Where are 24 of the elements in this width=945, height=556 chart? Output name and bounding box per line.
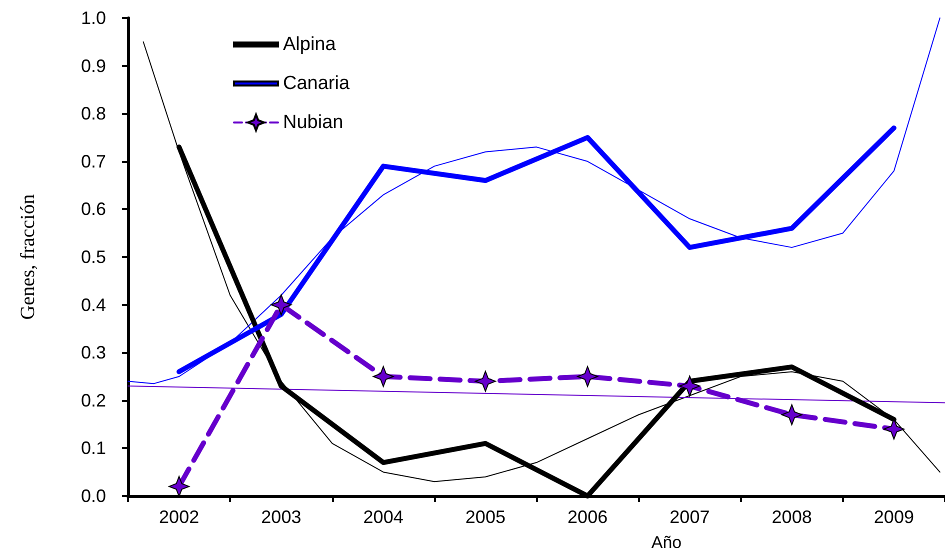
legend-label: Alpina [283, 34, 336, 55]
y-tick-label: 0.7 [80, 151, 106, 172]
y-tick-label: 0.9 [80, 56, 106, 76]
y-axis-title: Genes, fracción [17, 194, 39, 320]
y-tick-label: 0.1 [80, 438, 106, 458]
y-tick-label: 0.3 [80, 342, 106, 363]
y-tick-label: 0.8 [80, 104, 106, 124]
x-tick-label: 2003 [261, 507, 302, 527]
x-axis-title: Año [651, 533, 682, 552]
x-tick-label: 2006 [568, 507, 608, 527]
legend-label: Canaria [283, 73, 350, 94]
y-tick-label: 0.6 [80, 199, 106, 220]
x-tick-label: 2004 [363, 507, 404, 527]
legend-label: Nubian [283, 112, 344, 133]
x-tick-label: 2007 [670, 507, 710, 527]
y-tick-label: 0.5 [80, 247, 106, 267]
x-tick-label: 2002 [159, 507, 200, 527]
y-tick-label: 0.2 [80, 390, 106, 410]
x-tick-label: 2008 [772, 507, 812, 527]
y-tick-label: 0.4 [80, 294, 106, 315]
y-tick-label: 1.0 [80, 8, 106, 28]
x-tick-label: 2009 [874, 507, 914, 527]
x-tick-label: 2005 [465, 507, 506, 527]
y-tick-label: 0.0 [80, 486, 106, 506]
